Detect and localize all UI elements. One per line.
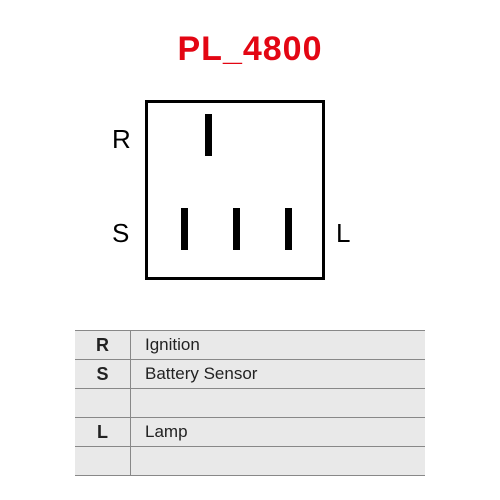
legend-table: RIgnitionSBattery Sensor LLamp — [75, 330, 425, 476]
desc-cell — [131, 389, 425, 417]
pin-label-R: R — [112, 124, 131, 155]
part-number-title: PL_4800 — [0, 30, 500, 69]
table-row — [75, 389, 425, 418]
desc-cell — [131, 447, 425, 475]
desc-cell: Lamp — [131, 418, 425, 446]
table-row: LLamp — [75, 418, 425, 447]
code-cell: L — [75, 418, 131, 446]
L-pin — [285, 208, 292, 250]
code-cell: S — [75, 360, 131, 388]
R-pin — [205, 114, 212, 156]
table-row: RIgnition — [75, 331, 425, 360]
pin-label-S: S — [112, 218, 129, 249]
connector-diagram — [145, 100, 325, 280]
S-pin — [181, 208, 188, 250]
table-row — [75, 447, 425, 476]
code-cell — [75, 389, 131, 417]
desc-cell: Battery Sensor — [131, 360, 425, 388]
pin-label-L: L — [336, 218, 350, 249]
table-row: SBattery Sensor — [75, 360, 425, 389]
code-cell: R — [75, 331, 131, 359]
desc-cell: Ignition — [131, 331, 425, 359]
code-cell — [75, 447, 131, 475]
mid-pin — [233, 208, 240, 250]
